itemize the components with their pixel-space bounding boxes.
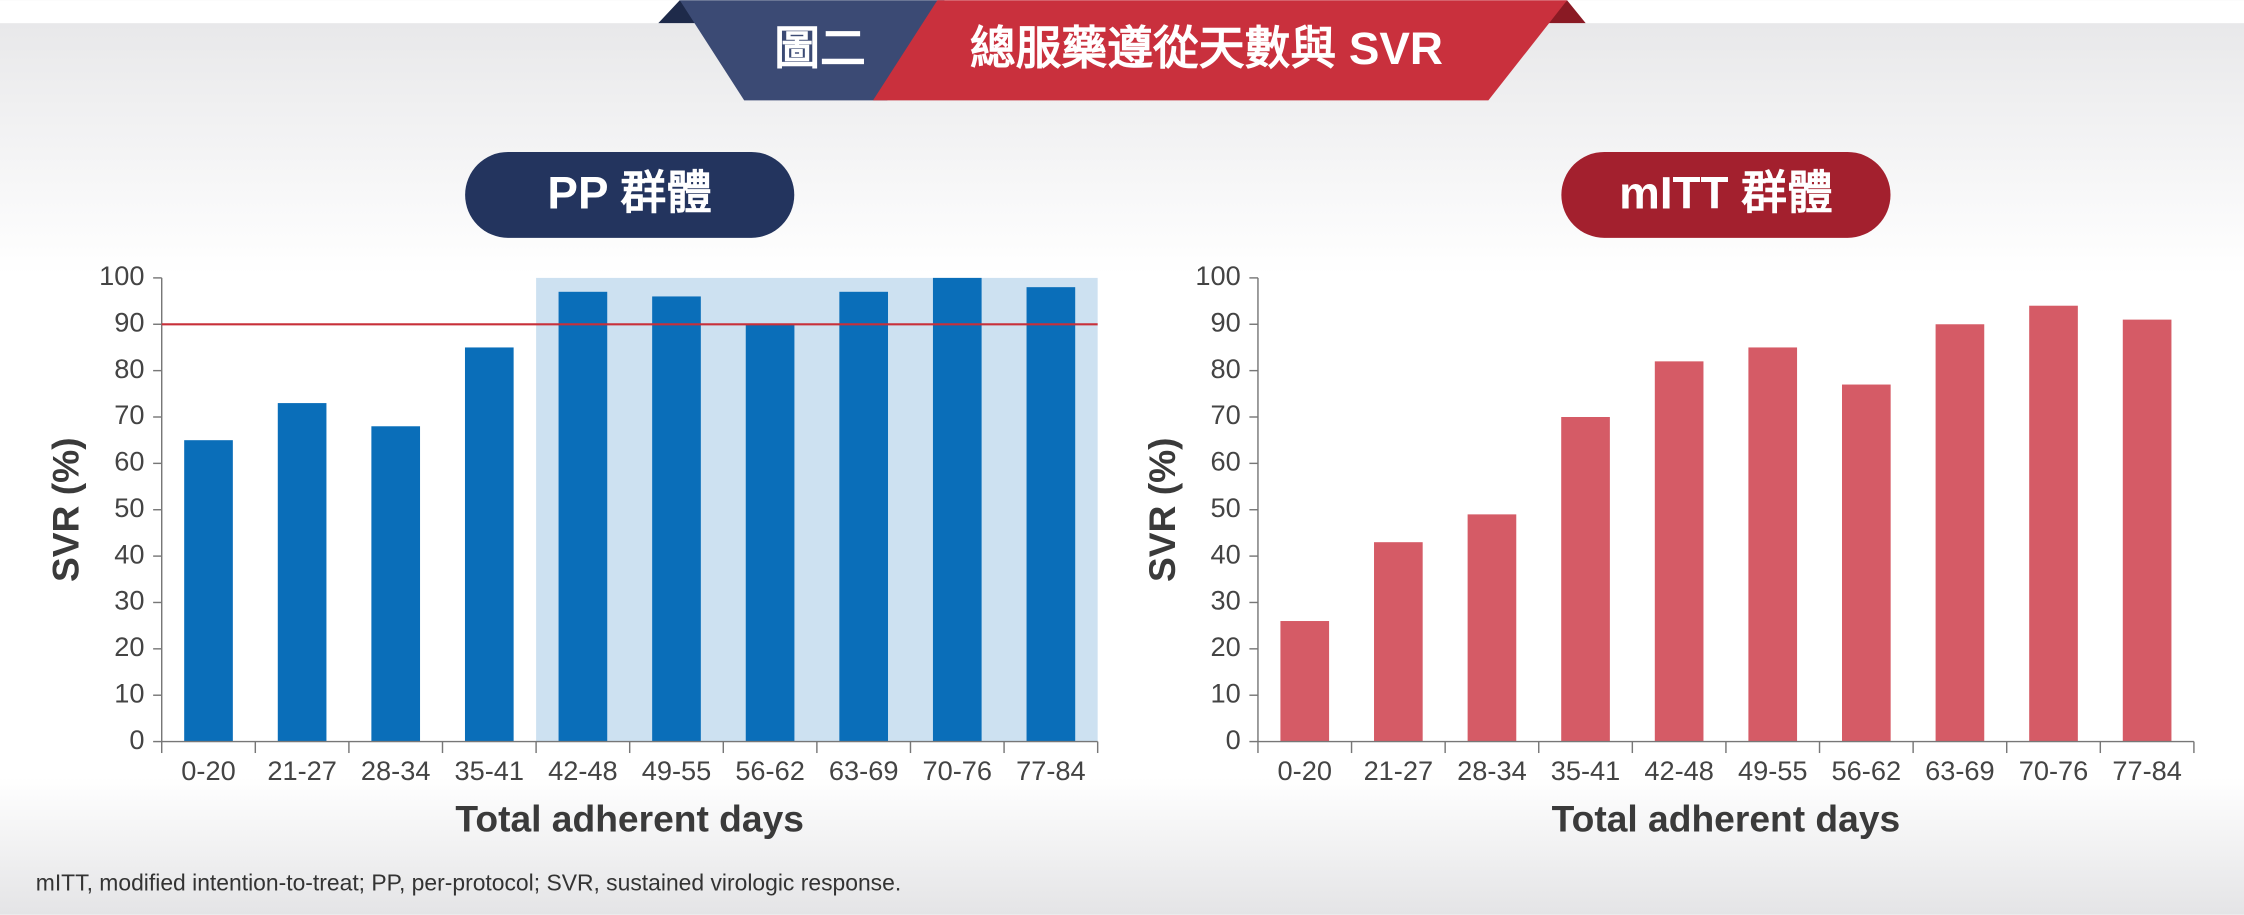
- bar: [652, 296, 701, 742]
- y-tick-label: 70: [114, 399, 144, 430]
- y-tick-label: 20: [1211, 631, 1241, 662]
- bar: [2122, 319, 2172, 742]
- x-tick-label: 35-41: [1551, 755, 1621, 786]
- bar: [1026, 287, 1076, 742]
- y-axis-title: SVR (%): [45, 437, 87, 582]
- x-tick-label: 63-69: [1925, 755, 1995, 786]
- x-tick-label: 28-34: [361, 755, 431, 786]
- y-tick-label: 100: [1195, 260, 1240, 291]
- x-tick-label: 49-55: [642, 755, 712, 786]
- bar: [1561, 416, 1610, 742]
- bar: [1935, 324, 1985, 742]
- banner-fold: [658, 0, 702, 24]
- bar: [839, 291, 889, 742]
- x-axis-title: Total adherent days: [455, 798, 804, 840]
- chart-title: PP 群體: [547, 167, 712, 218]
- y-tick-label: 60: [1211, 446, 1241, 477]
- bar: [277, 403, 327, 742]
- highlight-region: [536, 277, 1098, 742]
- x-tick-label: 28-34: [1457, 755, 1527, 786]
- y-tick-label: 10: [1211, 677, 1241, 708]
- x-tick-label: 49-55: [1738, 755, 1808, 786]
- y-tick-label: 50: [1211, 492, 1241, 523]
- x-tick-label: 70-76: [2019, 755, 2089, 786]
- group-pill: [465, 151, 795, 238]
- y-tick-label: 90: [114, 306, 144, 337]
- bar: [558, 291, 608, 742]
- x-tick-label: 21-27: [267, 755, 337, 786]
- y-tick-label: 90: [1211, 306, 1241, 337]
- bar: [932, 277, 982, 742]
- bar: [184, 440, 233, 742]
- y-tick-label: 100: [99, 260, 144, 291]
- banner-label-bg: [679, 0, 945, 101]
- x-tick-label: 70-76: [923, 755, 993, 786]
- x-tick-label: 0-20: [181, 755, 235, 786]
- x-tick-label: 77-84: [1016, 755, 1086, 786]
- banner-label: 圖二: [774, 23, 866, 74]
- bar: [1748, 347, 1798, 742]
- x-tick-label: 77-84: [2112, 755, 2182, 786]
- bar: [464, 347, 514, 742]
- chart-title: mITT 群體: [1619, 167, 1833, 218]
- x-tick-label: 42-48: [1644, 755, 1714, 786]
- y-tick-label: 80: [114, 353, 144, 384]
- y-tick-label: 20: [114, 631, 144, 662]
- bar: [371, 426, 421, 742]
- x-tick-label: 35-41: [455, 755, 525, 786]
- y-tick-label: 10: [114, 677, 144, 708]
- y-tick-label: 80: [1211, 353, 1241, 384]
- y-tick-label: 40: [1211, 538, 1241, 569]
- y-tick-label: 60: [114, 446, 144, 477]
- bar: [745, 324, 795, 742]
- x-tick-label: 56-62: [1832, 755, 1902, 786]
- y-axis-title: SVR (%): [1141, 437, 1183, 582]
- banner-fold: [1545, 0, 1586, 24]
- y-tick-label: 0: [129, 724, 144, 755]
- bar: [1374, 542, 1423, 742]
- banner-title-bg: [872, 0, 1568, 101]
- y-tick-label: 0: [1226, 724, 1241, 755]
- bar: [1467, 514, 1517, 742]
- banner-title: 總服藥遵從天數與 SVR: [970, 23, 1443, 74]
- x-tick-label: 42-48: [548, 755, 618, 786]
- y-tick-label: 50: [114, 492, 144, 523]
- y-tick-label: 30: [114, 585, 144, 616]
- y-tick-label: 40: [114, 538, 144, 569]
- x-axis-title: Total adherent days: [1552, 798, 1901, 840]
- bar: [1654, 361, 1704, 742]
- y-tick-label: 30: [1211, 585, 1241, 616]
- bar: [1280, 621, 1330, 742]
- bar: [2029, 305, 2078, 742]
- x-tick-label: 21-27: [1364, 755, 1434, 786]
- group-pill: [1561, 151, 1891, 238]
- x-tick-label: 0-20: [1278, 755, 1332, 786]
- y-tick-label: 70: [1211, 399, 1241, 430]
- bar: [1841, 384, 1891, 742]
- x-tick-label: 56-62: [735, 755, 805, 786]
- footnote: mITT, modified intention-to-treat; PP, p…: [36, 870, 901, 896]
- x-tick-label: 63-69: [829, 755, 899, 786]
